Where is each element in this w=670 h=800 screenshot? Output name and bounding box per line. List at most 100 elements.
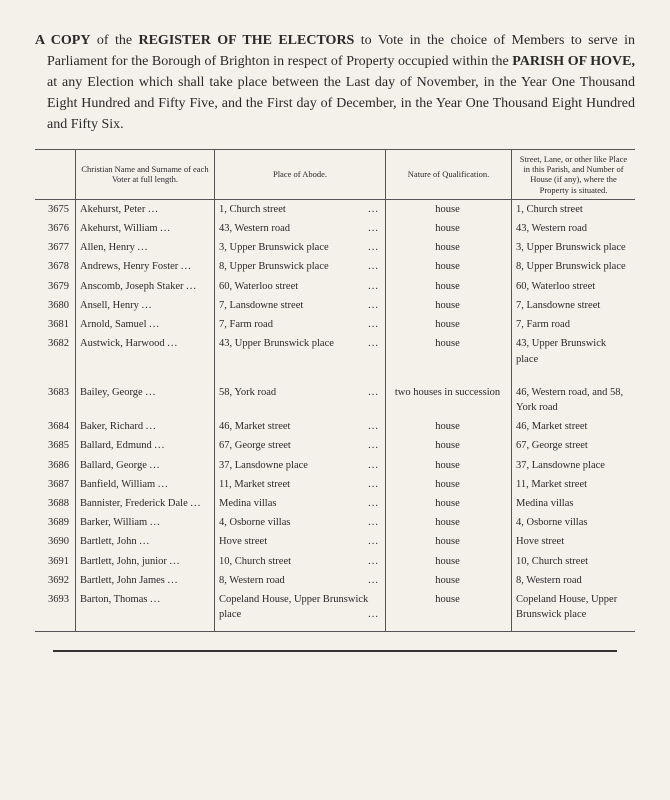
abode: 7, Lansdowne street ... xyxy=(215,296,386,315)
row-number: 3686 xyxy=(35,456,76,475)
qualification: house xyxy=(386,296,512,315)
row-number: 3680 xyxy=(35,296,76,315)
location: 7, Lansdowne street xyxy=(512,296,636,315)
qualification: house xyxy=(386,238,512,257)
table-row: 3677Allen, Henry ...3, Upper Brunswick p… xyxy=(35,238,635,257)
location: Hove street xyxy=(512,532,636,551)
location: Copeland House, Upper Brunswick place xyxy=(512,590,636,631)
location: 46, Market street xyxy=(512,417,636,436)
qualification: two houses in succession xyxy=(386,383,512,417)
table-row: 3686Ballard, George ... 37, Lansdowne pla… xyxy=(35,456,635,475)
row-number: 3676 xyxy=(35,219,76,238)
voter-name: Allen, Henry ... xyxy=(76,238,215,257)
register-header: A COPY of the REGISTER OF THE ELECTORS t… xyxy=(35,30,635,135)
voter-name: Barker, William ... xyxy=(76,513,215,532)
location: 43, Western road xyxy=(512,219,636,238)
qualification: house xyxy=(386,277,512,296)
row-number: 3688 xyxy=(35,494,76,513)
voter-name: Andrews, Henry Foster ... xyxy=(76,257,215,276)
voter-name: Baker, Richard ... xyxy=(76,417,215,436)
table-row: 3691Bartlett, John, junior ...10, Church… xyxy=(35,552,635,571)
table-row: 3675Akehurst, Peter ...1, Church street … xyxy=(35,199,635,219)
table-row: 3676Akehurst, William ...43, Western roa… xyxy=(35,219,635,238)
voter-name: Akehurst, William ... xyxy=(76,219,215,238)
location: 7, Farm road xyxy=(512,315,636,334)
voter-name: Bartlett, John, junior ... xyxy=(76,552,215,571)
location: 43, Upper Brunswick place xyxy=(512,334,636,368)
abode: 8, Upper Brunswick place ... xyxy=(215,257,386,276)
col-abode: Place of Abode. xyxy=(215,150,386,200)
qualification: house xyxy=(386,417,512,436)
row-number: 3678 xyxy=(35,257,76,276)
row-number: 3687 xyxy=(35,475,76,494)
table-row: 3680Ansell, Henry ...7, Lansdowne street… xyxy=(35,296,635,315)
row-number: 3683 xyxy=(35,383,76,417)
row-number: 3692 xyxy=(35,571,76,590)
qualification: house xyxy=(386,475,512,494)
table-row: 3693Barton, Thomas ...Copeland House, Up… xyxy=(35,590,635,631)
location: 3, Upper Brunswick place xyxy=(512,238,636,257)
col-qual: Nature of Qualification. xyxy=(386,150,512,200)
col-name: Christian Name and Surname of each Voter… xyxy=(76,150,215,200)
voter-name: Arnold, Samuel ... xyxy=(76,315,215,334)
abode: 11, Market street ... xyxy=(215,475,386,494)
abode: 4, Osborne villas ... xyxy=(215,513,386,532)
qualification: house xyxy=(386,219,512,238)
voter-name: Ballard, George ... xyxy=(76,456,215,475)
location: 37, Lansdowne place xyxy=(512,456,636,475)
abode: 43, Western road ... xyxy=(215,219,386,238)
voter-name: Ballard, Edmund ... xyxy=(76,436,215,455)
voter-name: Banfield, William ... xyxy=(76,475,215,494)
row-number: 3681 xyxy=(35,315,76,334)
abode: Hove street ... xyxy=(215,532,386,551)
location: 8, Western road xyxy=(512,571,636,590)
voter-name: Bailey, George ... xyxy=(76,383,215,417)
table-row: 3681Arnold, Samuel ...7, Farm road ...ho… xyxy=(35,315,635,334)
abode: 7, Farm road ... xyxy=(215,315,386,334)
abode: 1, Church street ... xyxy=(215,199,386,219)
qualification: house xyxy=(386,513,512,532)
voter-name: Anscomb, Joseph Staker ... xyxy=(76,277,215,296)
abode: 8, Western road ... xyxy=(215,571,386,590)
location: Medina villas xyxy=(512,494,636,513)
table-row: 3685Ballard, Edmund ...67, George street… xyxy=(35,436,635,455)
voter-name: Bartlett, John James ... xyxy=(76,571,215,590)
abode: 46, Market street ... xyxy=(215,417,386,436)
table-row: 3688Bannister, Frederick Dale ...Medina … xyxy=(35,494,635,513)
qualification: house xyxy=(386,199,512,219)
location: 1, Church street xyxy=(512,199,636,219)
table-row: 3679Anscomb, Joseph Staker ...60, Waterl… xyxy=(35,277,635,296)
row-number: 3675 xyxy=(35,199,76,219)
location: 60, Waterloo street xyxy=(512,277,636,296)
qualification: house xyxy=(386,257,512,276)
qualification: house xyxy=(386,532,512,551)
voter-name: Bartlett, John ... xyxy=(76,532,215,551)
location: 8, Upper Brunswick place xyxy=(512,257,636,276)
qualification: house xyxy=(386,334,512,368)
qualification: house xyxy=(386,456,512,475)
row-number: 3685 xyxy=(35,436,76,455)
abode: 43, Upper Brunswick place ... xyxy=(215,334,386,368)
row-number: 3689 xyxy=(35,513,76,532)
abode: Medina villas ... xyxy=(215,494,386,513)
abode: 58, York road ... xyxy=(215,383,386,417)
abode: Copeland House, Upper Brunswick place ..… xyxy=(215,590,386,631)
abode: 10, Church street ... xyxy=(215,552,386,571)
table-row: 3678Andrews, Henry Foster ...8, Upper Br… xyxy=(35,257,635,276)
qualification: house xyxy=(386,571,512,590)
table-row: 3690Bartlett, John ...Hove street ...hou… xyxy=(35,532,635,551)
qualification: house xyxy=(386,590,512,631)
location: 67, George street xyxy=(512,436,636,455)
row-number: 3682 xyxy=(35,334,76,368)
row-number: 3693 xyxy=(35,590,76,631)
abode: 3, Upper Brunswick place ... xyxy=(215,238,386,257)
abode: 67, George street ... xyxy=(215,436,386,455)
row-number: 3677 xyxy=(35,238,76,257)
qualification: house xyxy=(386,315,512,334)
location: 10, Church street xyxy=(512,552,636,571)
voter-name: Austwick, Harwood ... xyxy=(76,334,215,368)
row-number: 3691 xyxy=(35,552,76,571)
table-row: 3689Barker, William ...4, Osborne villas… xyxy=(35,513,635,532)
voter-name: Akehurst, Peter ... xyxy=(76,199,215,219)
table-row: 3687Banfield, William ...11, Market stre… xyxy=(35,475,635,494)
